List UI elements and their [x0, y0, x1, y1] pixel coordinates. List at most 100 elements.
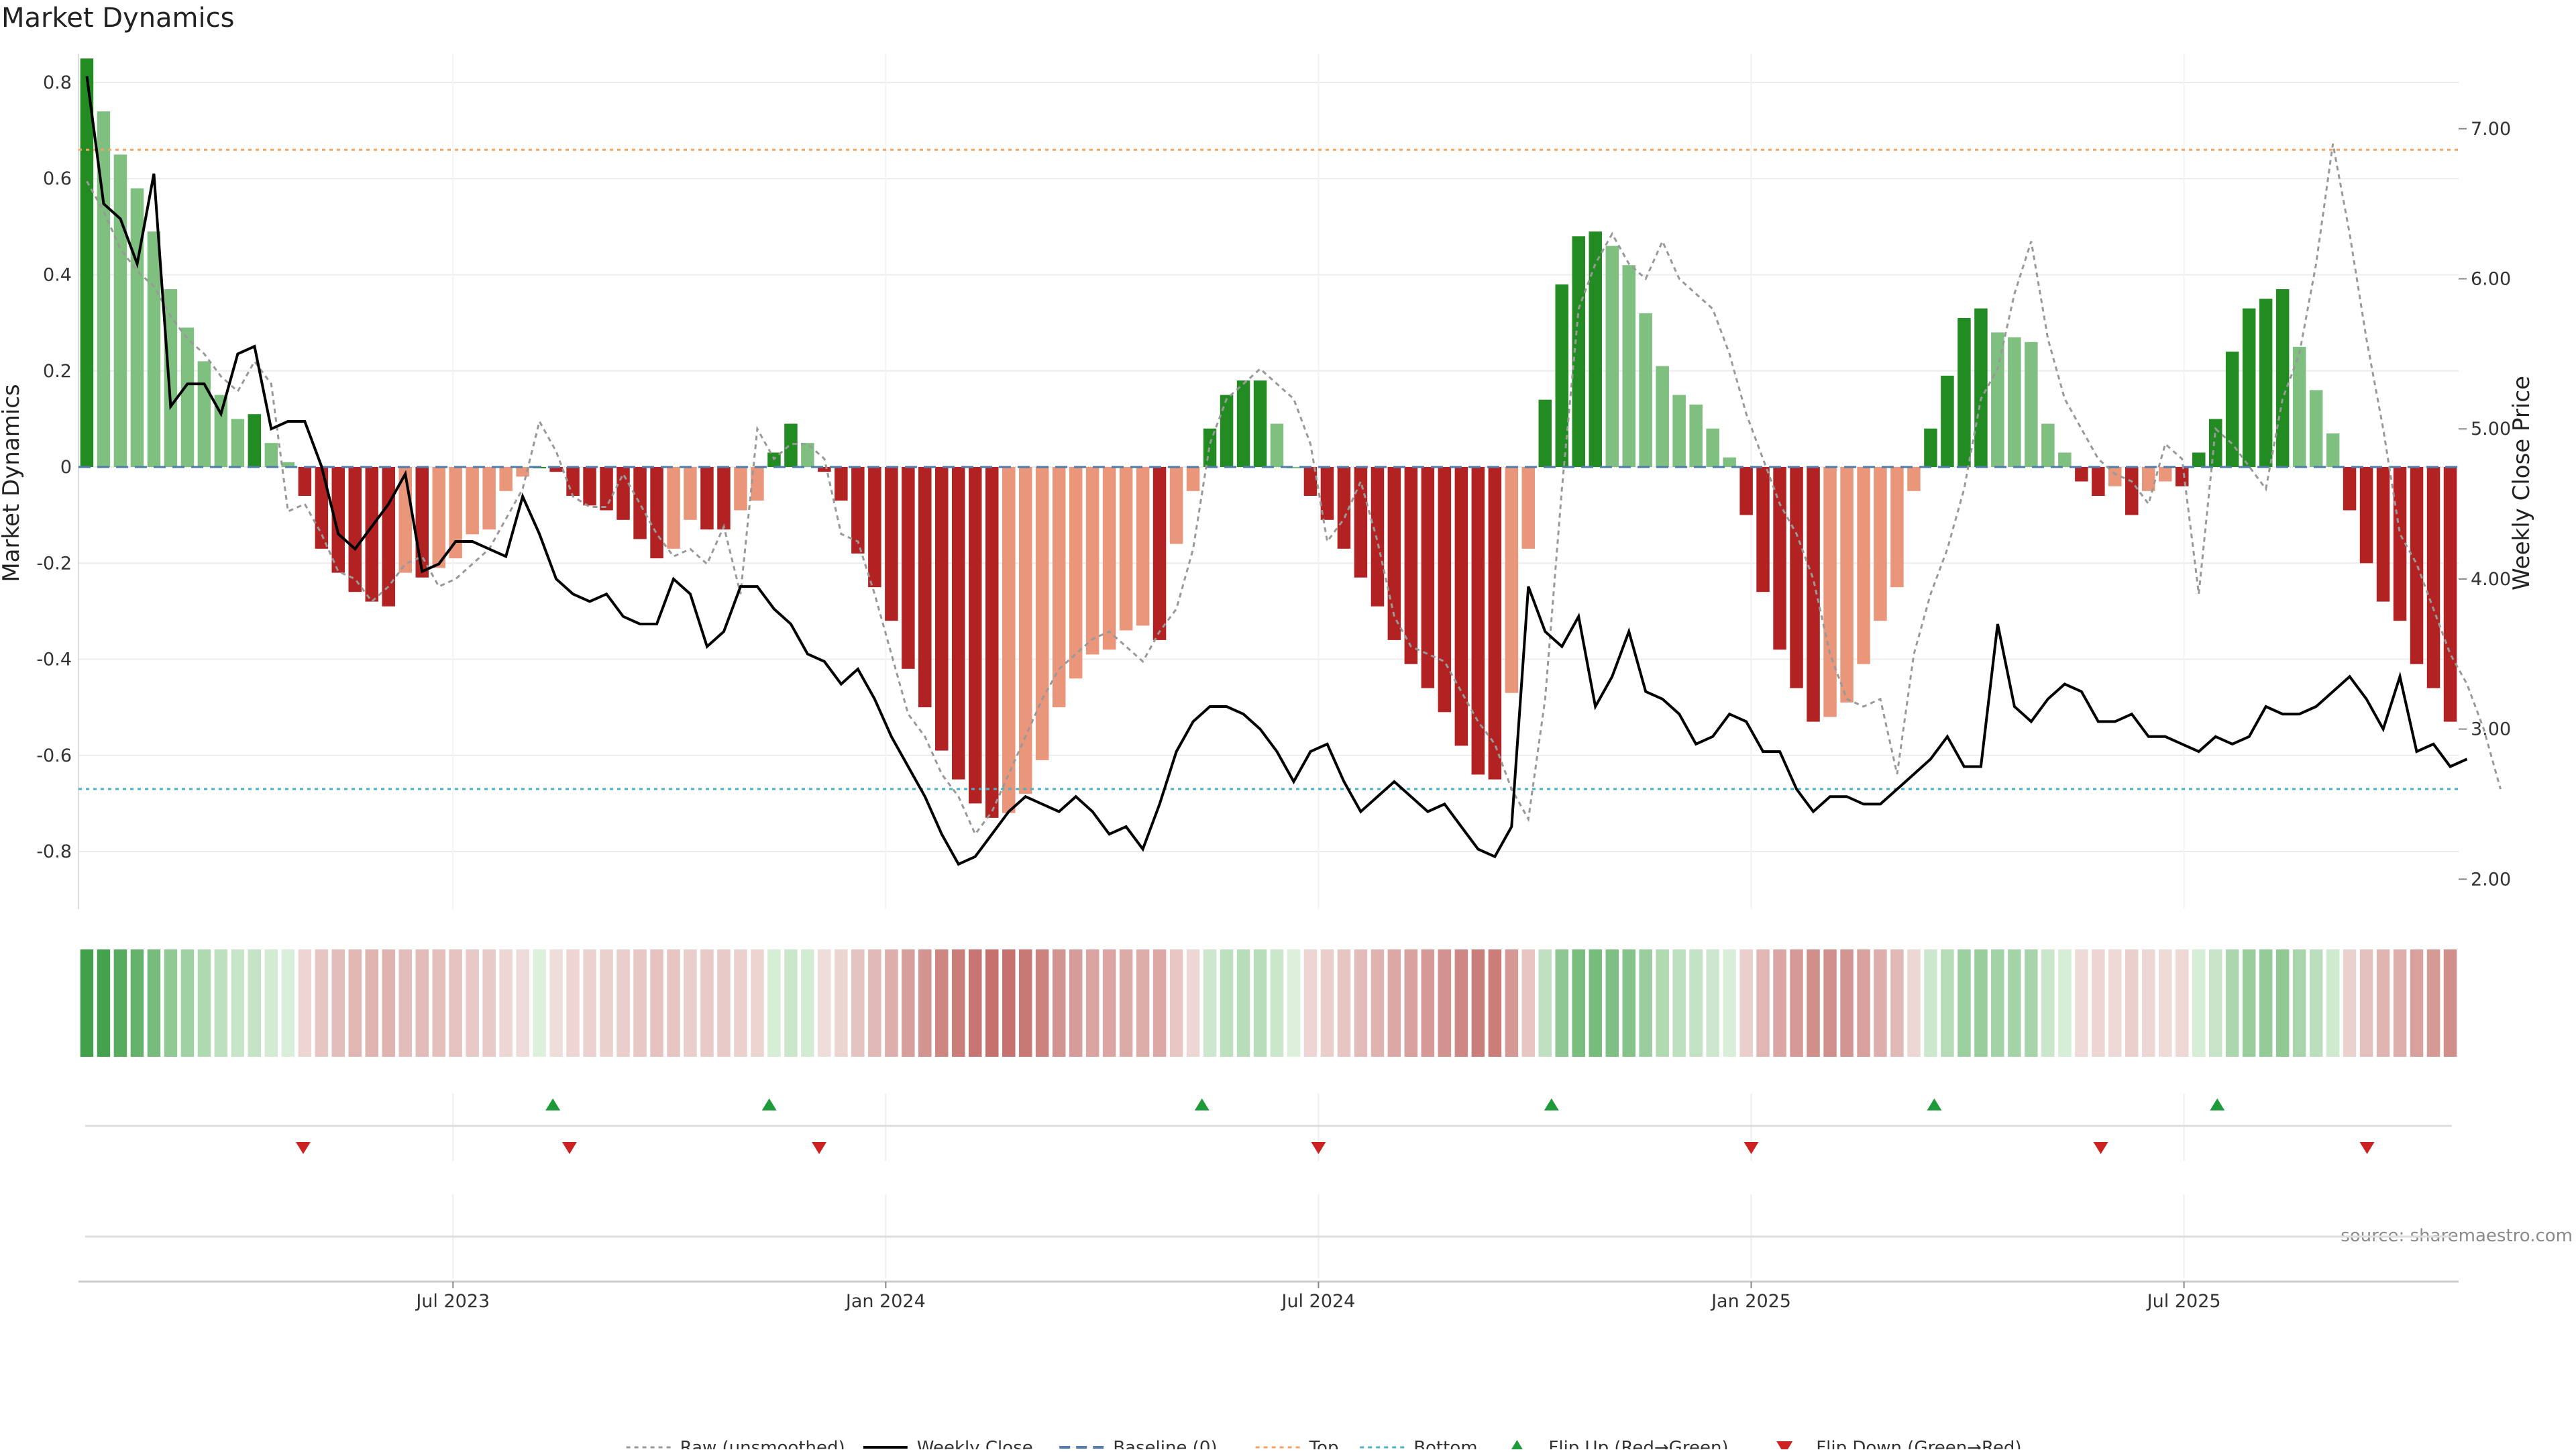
- momentum-bar: [2326, 433, 2340, 467]
- heat-cell: [2008, 949, 2021, 1057]
- legend-label: Raw (unsmoothed): [680, 1438, 845, 1449]
- momentum-bar: [969, 467, 982, 804]
- momentum-bar: [667, 467, 680, 549]
- momentum-bar: [2008, 337, 2021, 467]
- momentum-bar: [2393, 467, 2407, 621]
- heat-cell: [248, 949, 262, 1057]
- heat-cell: [466, 949, 479, 1057]
- momentum-bar: [2343, 467, 2357, 511]
- momentum-bar: [1505, 467, 1519, 693]
- momentum-bar: [1438, 467, 1452, 713]
- momentum-bar: [1236, 380, 1250, 467]
- main-panel: 0.8 0.6 0.4 0.2 0 -0.2 -0.4 -0.6 -0.8 7.00 6.00 5.0…: [36, 54, 2511, 909]
- momentum-bar: [1404, 467, 1418, 664]
- empty-lower-panel: [85, 1194, 2452, 1278]
- y2-tick-label: 2.00: [2471, 869, 2511, 890]
- legend: Raw (unsmoothed) Weekly Close Baseline (0)…: [626, 1438, 2022, 1452]
- heat-cell: [1270, 949, 1284, 1057]
- momentum-bar: [130, 188, 144, 467]
- heat-cell: [1807, 949, 1820, 1057]
- momentum-bar: [382, 467, 395, 607]
- momentum-bar: [2443, 467, 2457, 722]
- heat-cell: [2275, 949, 2290, 1057]
- momentum-bar: [1136, 467, 1150, 626]
- y-tick-label: -0.8: [36, 841, 72, 862]
- y2-tick-label: 7.00: [2471, 119, 2511, 140]
- x-tick-label: Jan 2024: [845, 1291, 926, 1312]
- heat-cell: [2426, 949, 2440, 1057]
- heat-cell: [2242, 949, 2256, 1057]
- momentum-bar: [1019, 467, 1032, 794]
- heat-cell: [1756, 949, 1770, 1057]
- heat-cell: [1387, 949, 1401, 1057]
- heat-cell: [1253, 949, 1267, 1057]
- heat-cell: [1203, 949, 1217, 1057]
- momentum-bar: [835, 467, 848, 501]
- momentum-bar: [1689, 404, 1703, 467]
- momentum-bar: [2242, 308, 2256, 467]
- legend-label: Flip Up (Red→Green): [1548, 1438, 1728, 1449]
- momentum-bar: [1974, 308, 1988, 467]
- x-tick-label: Jan 2025: [1710, 1291, 1791, 1312]
- momentum-bar: [2359, 467, 2373, 564]
- heat-cell: [449, 949, 462, 1057]
- heat-cell: [1102, 949, 1116, 1057]
- momentum-bar: [432, 467, 445, 568]
- y2-tick-label: 5.00: [2471, 419, 2511, 439]
- flip-up-marker: [545, 1098, 561, 1110]
- heat-cell: [1085, 949, 1099, 1057]
- momentum-bar: [2125, 467, 2139, 515]
- heat-cell: [2309, 949, 2323, 1057]
- momentum-bar: [1823, 467, 1837, 717]
- momentum-bar: [2426, 467, 2440, 688]
- momentum-bar: [1387, 467, 1401, 640]
- momentum-bar: [1287, 467, 1301, 468]
- momentum-bar: [1656, 366, 1669, 467]
- heat-cell: [2092, 949, 2105, 1057]
- heat-cell: [2259, 949, 2273, 1057]
- y2-tick-label: 3.00: [2471, 719, 2511, 740]
- heat-cell: [2192, 949, 2206, 1057]
- x-tick-label: Jul 2025: [2146, 1291, 2221, 1312]
- heat-cell: [1186, 949, 1200, 1057]
- momentum-bar: [164, 289, 178, 467]
- heat-cell: [1521, 949, 1535, 1057]
- heat-cell: [1421, 949, 1435, 1057]
- momentum-bar: [466, 467, 479, 535]
- momentum-bar: [868, 467, 881, 588]
- y-tick-label: -0.4: [36, 650, 72, 670]
- heat-cell: [1605, 949, 1619, 1057]
- legend-swatch-triangle-down: [1776, 1441, 1793, 1452]
- heat-cell: [2443, 949, 2457, 1057]
- momentum-bar: [902, 467, 915, 669]
- momentum-bar: [734, 467, 747, 511]
- heat-cell: [2041, 949, 2055, 1057]
- heat-cell: [1002, 949, 1016, 1057]
- y-tick-label: 0.2: [43, 361, 72, 382]
- heat-cell: [2159, 949, 2172, 1057]
- legend-label: Weekly Close: [917, 1438, 1033, 1449]
- momentum-bar: [1421, 467, 1435, 688]
- heat-cell: [382, 949, 395, 1057]
- legend-label: Flip Down (Green→Red): [1816, 1438, 2021, 1449]
- legend-item: Baseline (0): [1059, 1438, 1218, 1452]
- heat-cell: [2343, 949, 2357, 1057]
- heat-cell: [1035, 949, 1049, 1057]
- momentum-bar: [1756, 467, 1770, 592]
- momentum-bar: [2275, 289, 2290, 467]
- heat-cell: [2359, 949, 2373, 1057]
- heat-cell: [1941, 949, 1954, 1057]
- momentum-bar: [1320, 467, 1334, 520]
- momentum-bar: [1303, 467, 1318, 496]
- flip-down-marker: [2093, 1142, 2108, 1154]
- heat-cell: [2176, 949, 2189, 1057]
- x-tick-label: Jul 2023: [415, 1291, 490, 1312]
- momentum-bar: [801, 443, 814, 467]
- momentum-bar: [717, 467, 731, 530]
- heat-cell: [1471, 949, 1485, 1057]
- momentum-bar: [1790, 467, 1803, 688]
- momentum-bar: [2309, 390, 2323, 467]
- heat-cell: [1505, 949, 1519, 1057]
- heat-cell: [1991, 949, 2004, 1057]
- heat-cell: [1538, 949, 1552, 1057]
